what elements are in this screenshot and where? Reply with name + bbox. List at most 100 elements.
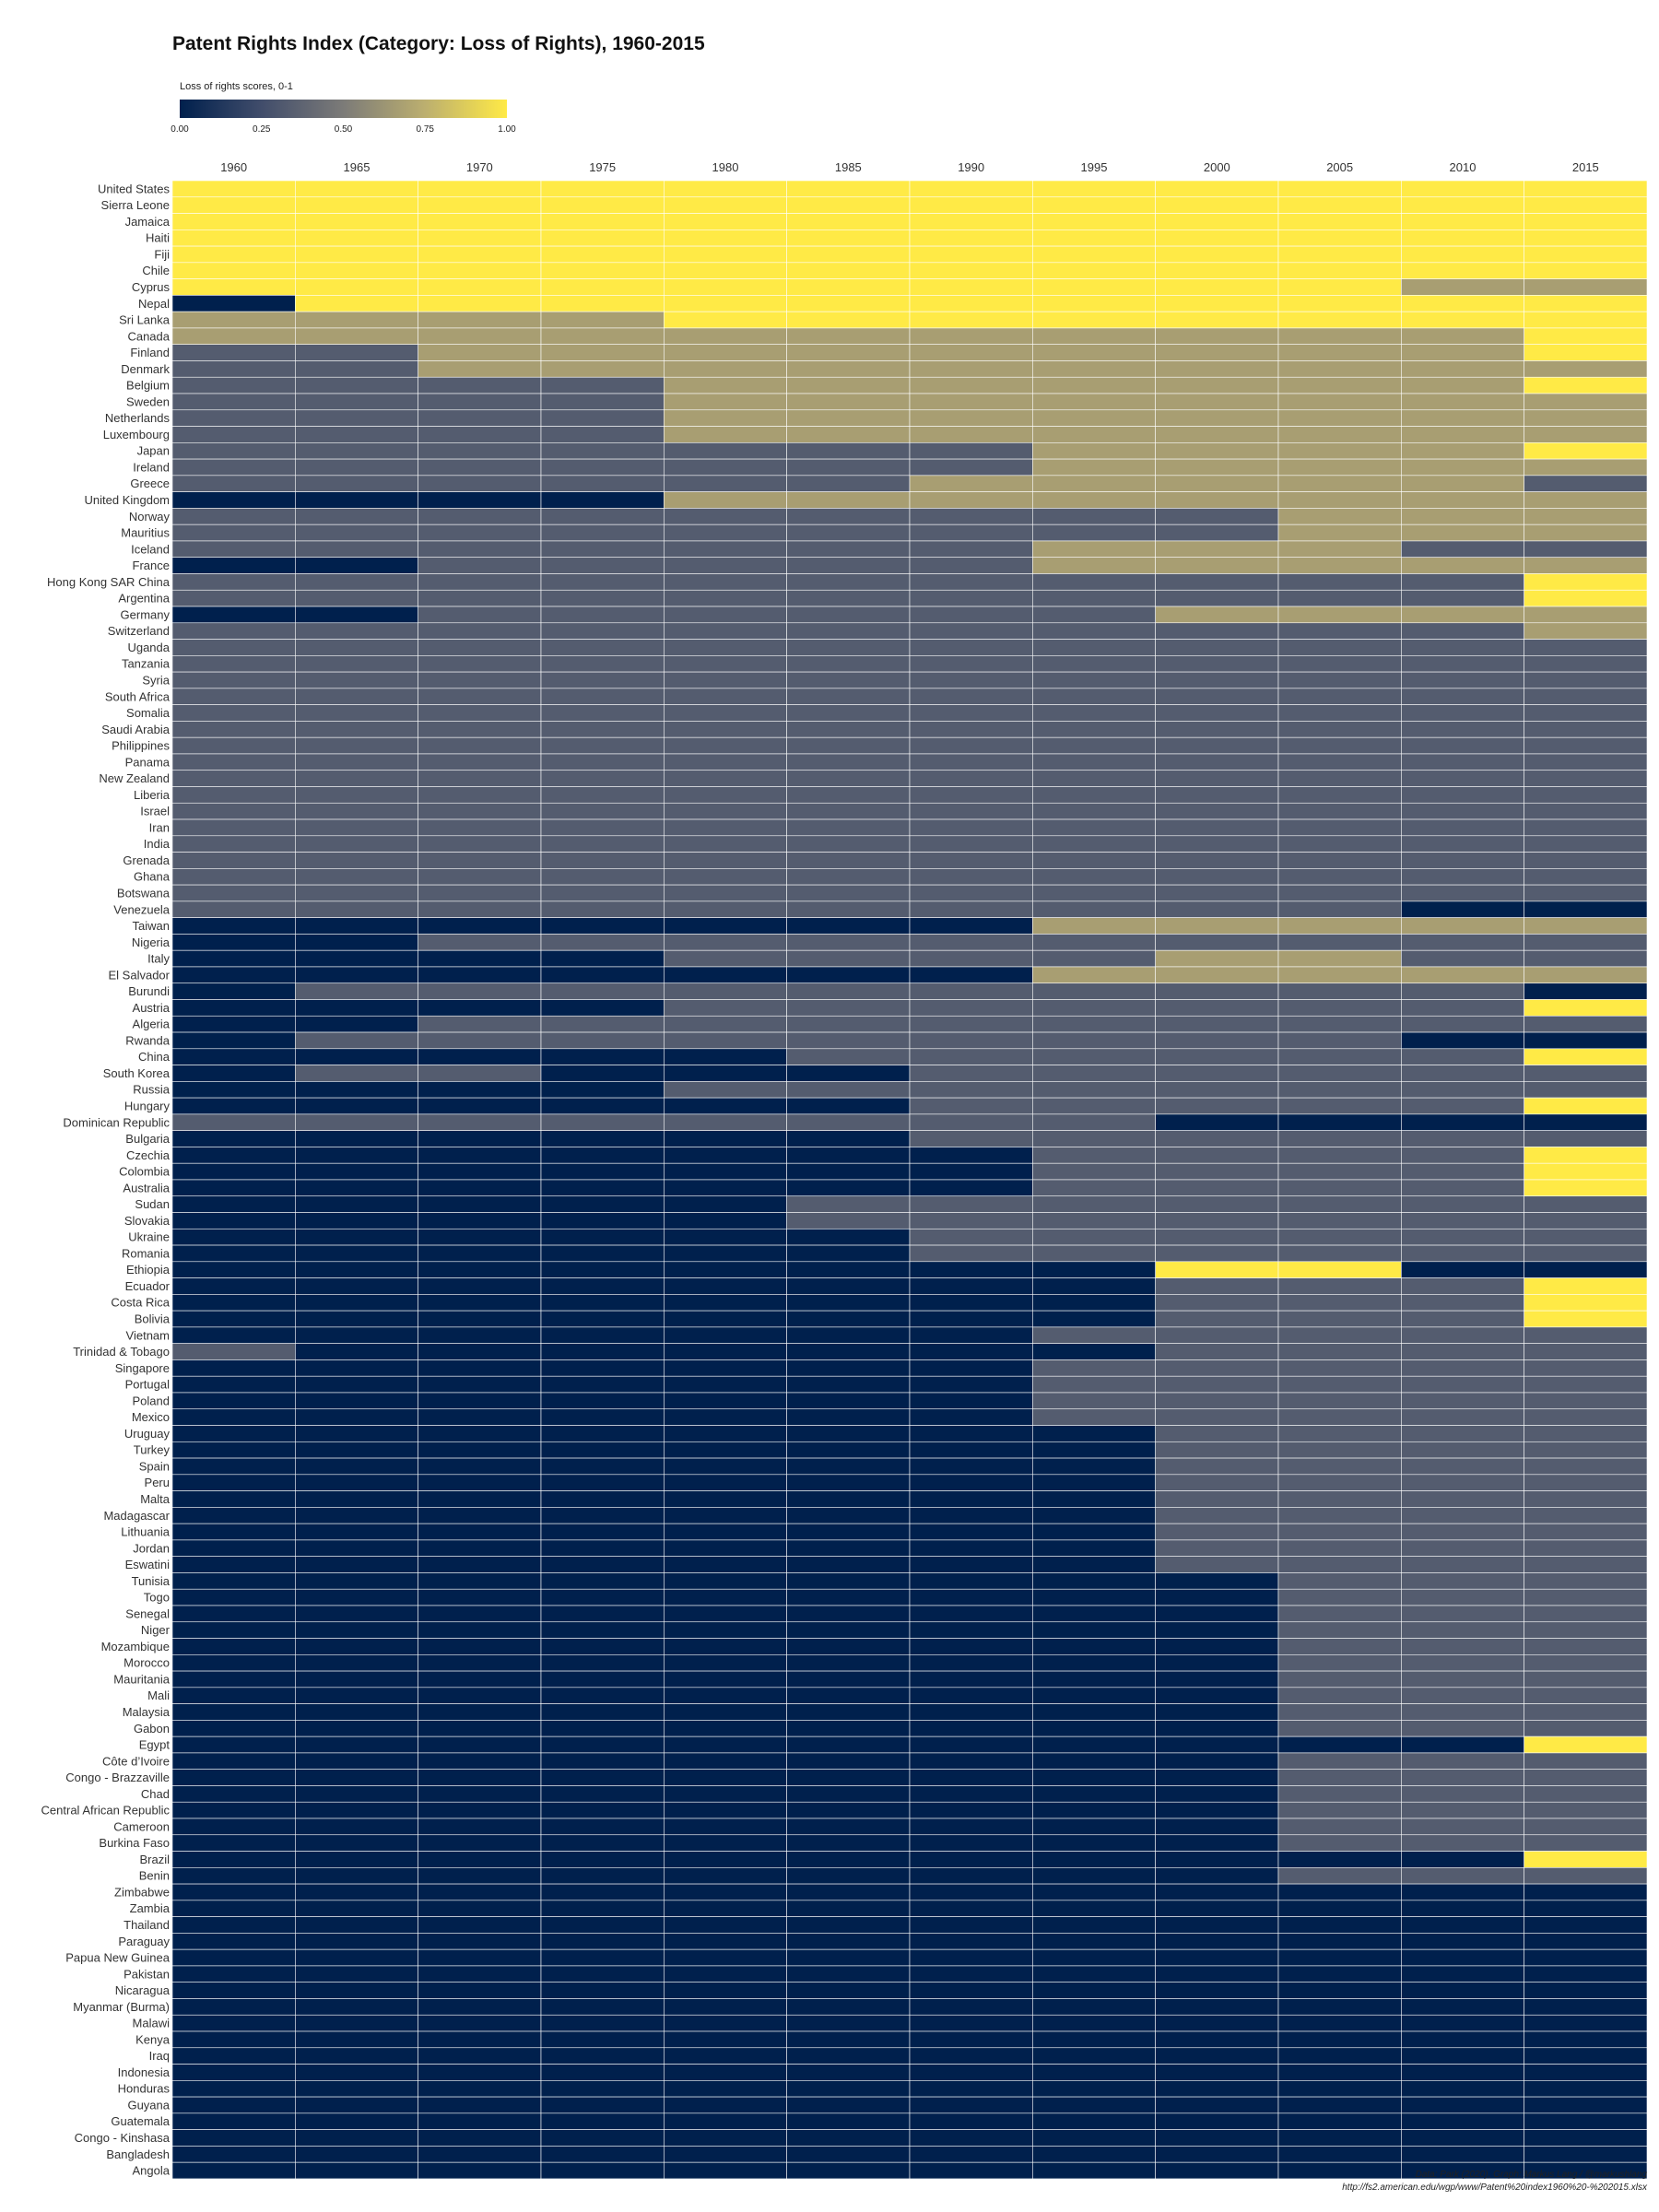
heatmap-cell (786, 753, 911, 771)
heatmap-cell (1032, 802, 1156, 820)
heatmap-cell (909, 736, 1033, 755)
heatmap-cell (1401, 1130, 1524, 1147)
heatmap-cell (786, 393, 911, 411)
heatmap-cell (1277, 818, 1402, 837)
heatmap-cell (1155, 688, 1279, 705)
heatmap-cell (1401, 376, 1524, 394)
heatmap-cell (1032, 245, 1156, 264)
heatmap-cell (786, 1441, 911, 1459)
heatmap-cell (1032, 1097, 1156, 1115)
heatmap-cell (1155, 1031, 1279, 1050)
heatmap-cell (1277, 475, 1402, 492)
heatmap-cell (540, 1638, 665, 1655)
heatmap-cell (1401, 589, 1524, 607)
heatmap-cell (418, 1015, 542, 1033)
heatmap-cell (1155, 1735, 1279, 1754)
y-tick-label: Rwanda (125, 1033, 170, 1047)
heatmap-cell (295, 736, 418, 755)
heatmap-cell (1155, 1474, 1279, 1491)
heatmap-cell (664, 1556, 787, 1573)
heatmap-cell (295, 393, 418, 411)
heatmap-cell (909, 573, 1033, 591)
heatmap-cell (1277, 1048, 1402, 1065)
heatmap-cell (1032, 721, 1156, 738)
heatmap-cell (1401, 753, 1524, 771)
heatmap-cell (1155, 2161, 1279, 2180)
heatmap-cell (295, 2080, 418, 2098)
heatmap-cell (540, 344, 665, 361)
heatmap-cell (1032, 966, 1156, 984)
heatmap-cell (1524, 884, 1648, 902)
heatmap-cell (171, 655, 296, 673)
heatmap-cell (418, 508, 542, 525)
heatmap-cell (786, 1687, 911, 1704)
heatmap-cell (540, 278, 665, 296)
heatmap-cell (1155, 229, 1279, 247)
heatmap-cell (786, 1900, 911, 1917)
heatmap-cell (909, 852, 1033, 869)
heatmap-cell (1277, 344, 1402, 361)
heatmap-cell (1277, 770, 1402, 787)
y-tick-label: Sweden (126, 394, 170, 408)
heatmap-cell (295, 1703, 418, 1721)
heatmap-cell (909, 1359, 1033, 1377)
legend-tick: 1.00 (498, 124, 516, 135)
heatmap-cell (909, 376, 1033, 394)
heatmap-cell (1032, 1851, 1156, 1868)
heatmap-cell (1155, 770, 1279, 787)
heatmap-cell (418, 1818, 542, 1836)
heatmap-cell (1155, 1065, 1279, 1082)
heatmap-cell (418, 900, 542, 918)
heatmap-cell (418, 1261, 542, 1278)
heatmap-cell (786, 278, 911, 296)
heatmap-cell (1401, 1605, 1524, 1623)
heatmap-cell (295, 1638, 418, 1655)
heatmap-cell (1401, 1359, 1524, 1377)
heatmap-cell (540, 180, 665, 198)
y-tick-label: New Zealand (99, 771, 170, 785)
heatmap-cell (295, 1031, 418, 1050)
heatmap-cell (418, 818, 542, 837)
heatmap-cell (1277, 949, 1402, 968)
heatmap-cell (1277, 426, 1402, 443)
heatmap-cell (909, 1294, 1033, 1312)
heatmap-cell (664, 1081, 787, 1099)
heatmap-cell (909, 1441, 1033, 1459)
x-tick-label: 2015 (1572, 160, 1599, 174)
heatmap-cell (1277, 917, 1402, 935)
heatmap-cell (418, 1212, 542, 1230)
heatmap-cell (1277, 1834, 1402, 1852)
heatmap-cell (418, 1801, 542, 1819)
heatmap-cell (1524, 262, 1648, 279)
heatmap-cell (1277, 1801, 1402, 1819)
heatmap-cell (295, 1572, 418, 1590)
heatmap-cell (171, 1130, 296, 1147)
heatmap-cell (786, 1785, 911, 1803)
heatmap-cell (171, 1801, 296, 1819)
heatmap-cell (1155, 1670, 1279, 1688)
heatmap-cell (418, 1031, 542, 1050)
y-tick-label: Slovakia (124, 1214, 171, 1228)
heatmap-cell (909, 2080, 1033, 2098)
y-tick-label: Mauritania (113, 1672, 170, 1686)
heatmap-cell (540, 1359, 665, 1377)
heatmap-cell (1277, 934, 1402, 951)
heatmap-cell (418, 2064, 542, 2081)
chart-title: Patent Rights Index (Category: Loss of R… (172, 33, 705, 54)
heatmap-cell (1524, 1408, 1648, 1426)
heatmap-cell (1524, 2064, 1648, 2081)
heatmap-cell (664, 458, 787, 477)
y-tick-label: Saudi Arabia (101, 723, 170, 736)
heatmap-cell (1401, 2096, 1524, 2114)
heatmap-cell (1524, 213, 1648, 230)
heatmap-cell (418, 1720, 542, 1737)
heatmap-cell (1155, 491, 1279, 509)
heatmap-cell (295, 835, 418, 853)
y-tick-label: Spain (139, 1459, 170, 1473)
heatmap-cell (418, 1048, 542, 1065)
heatmap-cell (1524, 393, 1648, 411)
y-tick-label: Trinidad & Tobago (73, 1345, 170, 1359)
heatmap-cell (1155, 196, 1279, 214)
heatmap-cell (1032, 589, 1156, 607)
heatmap-cell (1277, 655, 1402, 673)
